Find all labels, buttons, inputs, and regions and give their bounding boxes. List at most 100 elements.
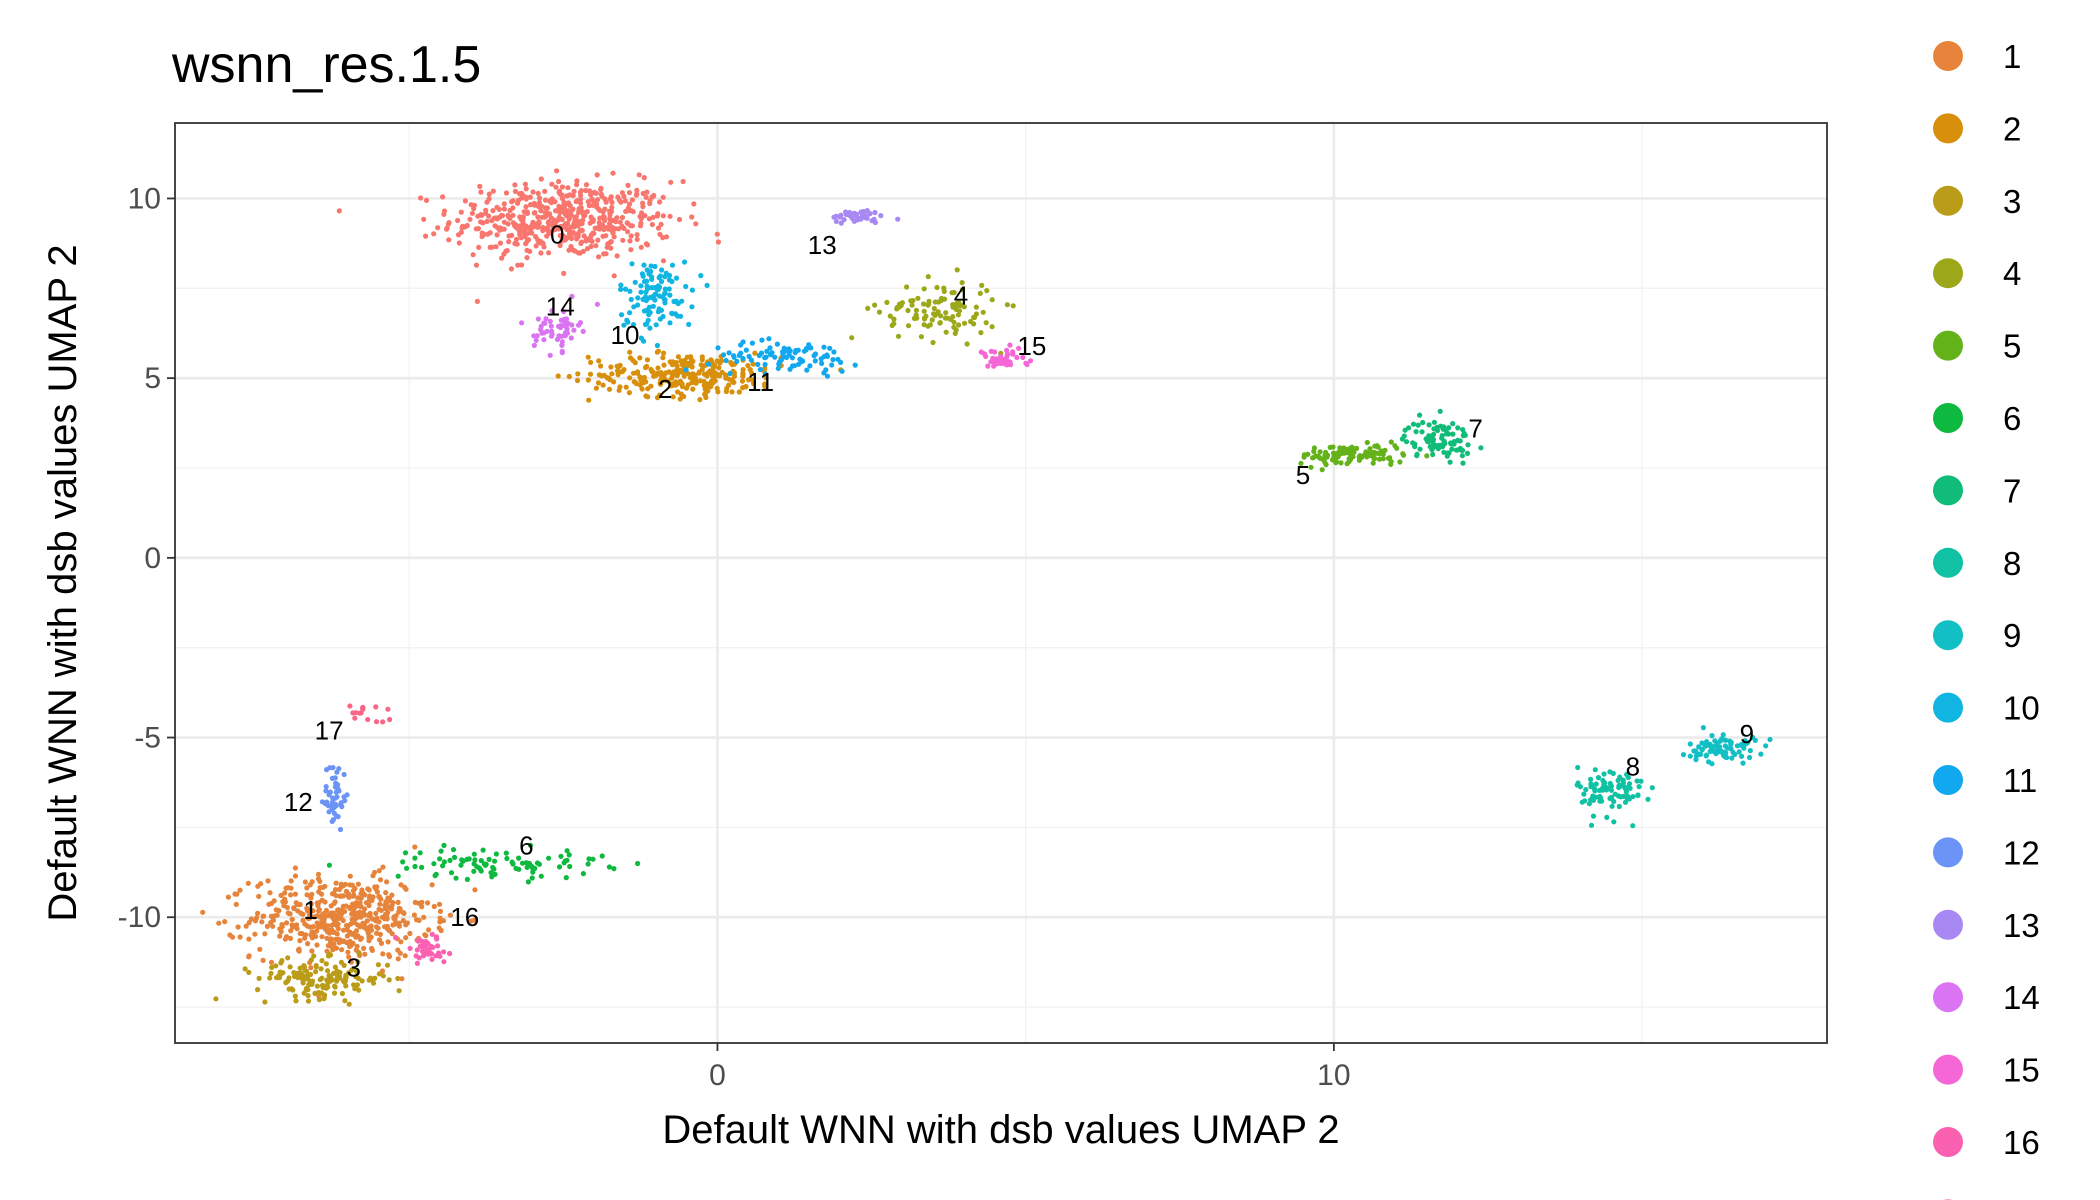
point-cluster-1 bbox=[283, 885, 289, 891]
point-cluster-5 bbox=[1397, 459, 1403, 465]
point-cluster-3 bbox=[395, 975, 401, 982]
point-cluster-16 bbox=[423, 945, 429, 951]
legend-label-8: 8 bbox=[2003, 545, 2021, 582]
point-cluster-1 bbox=[335, 926, 341, 932]
point-cluster-0 bbox=[523, 186, 529, 192]
point-cluster-16 bbox=[430, 944, 436, 950]
point-cluster-4 bbox=[945, 315, 951, 321]
point-cluster-15 bbox=[978, 349, 984, 355]
point-cluster-1 bbox=[302, 879, 308, 885]
point-cluster-3 bbox=[370, 980, 377, 986]
point-cluster-10 bbox=[683, 283, 689, 290]
point-cluster-4 bbox=[971, 314, 978, 321]
point-cluster-5 bbox=[1392, 443, 1398, 449]
point-cluster-0 bbox=[522, 234, 528, 240]
point-cluster-0 bbox=[610, 227, 616, 233]
point-cluster-2 bbox=[655, 365, 661, 371]
point-cluster-3 bbox=[302, 967, 308, 973]
point-cluster-4 bbox=[918, 334, 925, 340]
point-cluster-1 bbox=[260, 957, 266, 964]
point-cluster-5 bbox=[1388, 461, 1394, 467]
point-cluster-2 bbox=[644, 357, 651, 363]
point-cluster-11 bbox=[808, 345, 814, 351]
point-cluster-15 bbox=[1004, 347, 1010, 353]
point-cluster-1 bbox=[386, 927, 392, 933]
point-cluster-3 bbox=[273, 963, 279, 969]
point-cluster-1 bbox=[421, 914, 427, 920]
point-cluster-0 bbox=[544, 233, 550, 239]
point-cluster-0 bbox=[647, 200, 653, 207]
point-cluster-11 bbox=[749, 340, 756, 346]
point-cluster-4 bbox=[887, 313, 893, 319]
point-cluster-2 bbox=[699, 366, 705, 373]
point-cluster-6 bbox=[450, 847, 457, 853]
point-cluster-1 bbox=[387, 896, 393, 902]
point-cluster-10 bbox=[644, 307, 650, 313]
point-cluster-0 bbox=[501, 226, 507, 232]
point-cluster-4 bbox=[932, 299, 938, 305]
point-cluster-5 bbox=[1356, 457, 1362, 463]
point-cluster-10 bbox=[641, 278, 648, 285]
legend-key-4 bbox=[1933, 258, 1963, 289]
point-cluster-0 bbox=[524, 247, 530, 253]
point-cluster-10 bbox=[666, 277, 673, 283]
point-cluster-0 bbox=[503, 248, 509, 254]
point-cluster-4 bbox=[939, 296, 946, 302]
point-cluster-2 bbox=[587, 371, 594, 377]
point-cluster-2 bbox=[730, 379, 736, 385]
point-cluster-1 bbox=[294, 926, 300, 932]
point-cluster-1 bbox=[291, 906, 297, 912]
point-cluster-1 bbox=[264, 923, 270, 930]
point-cluster-4 bbox=[956, 308, 963, 314]
point-cluster-7 bbox=[1465, 442, 1471, 448]
point-cluster-6 bbox=[564, 857, 570, 863]
point-cluster-4 bbox=[849, 335, 855, 341]
point-cluster-1 bbox=[268, 920, 274, 926]
point-cluster-8 bbox=[1622, 799, 1629, 805]
point-cluster-1 bbox=[323, 907, 330, 914]
point-cluster-2 bbox=[588, 359, 594, 365]
cluster-label-2: 2 bbox=[658, 374, 672, 404]
cluster-label-6: 6 bbox=[519, 830, 533, 860]
point-cluster-3 bbox=[262, 999, 268, 1005]
point-cluster-16 bbox=[407, 945, 413, 952]
point-cluster-0 bbox=[655, 225, 662, 231]
point-cluster-6 bbox=[441, 842, 447, 849]
point-cluster-5 bbox=[1321, 456, 1327, 462]
point-cluster-0 bbox=[556, 178, 562, 185]
point-cluster-0 bbox=[477, 183, 483, 189]
point-cluster-1 bbox=[367, 913, 373, 919]
point-cluster-2 bbox=[704, 373, 710, 379]
point-cluster-0 bbox=[521, 223, 527, 229]
point-cluster-10 bbox=[630, 322, 637, 328]
point-cluster-0 bbox=[542, 188, 548, 194]
cluster-label-9: 9 bbox=[1740, 719, 1754, 749]
point-cluster-5 bbox=[1319, 467, 1325, 473]
point-cluster-0 bbox=[627, 238, 633, 244]
point-cluster-0 bbox=[625, 229, 631, 235]
point-cluster-4 bbox=[925, 274, 931, 280]
point-cluster-0 bbox=[478, 219, 484, 225]
legend-key-2 bbox=[1933, 113, 1963, 144]
cluster-label-13: 13 bbox=[808, 230, 837, 260]
point-cluster-6 bbox=[635, 860, 641, 867]
point-cluster-4 bbox=[956, 322, 962, 328]
point-cluster-2 bbox=[697, 397, 703, 403]
point-cluster-2 bbox=[660, 355, 666, 361]
point-cluster-2 bbox=[750, 361, 756, 367]
point-cluster-0 bbox=[562, 211, 568, 217]
point-cluster-9 bbox=[1718, 748, 1724, 754]
point-cluster-0 bbox=[619, 214, 626, 221]
point-cluster-14 bbox=[575, 322, 582, 328]
point-cluster-5 bbox=[1400, 452, 1407, 458]
point-cluster-2 bbox=[750, 380, 757, 387]
point-cluster-7 bbox=[1460, 447, 1466, 453]
point-cluster-3 bbox=[325, 968, 331, 974]
point-cluster-1 bbox=[308, 965, 314, 971]
point-cluster-10 bbox=[675, 313, 681, 319]
point-cluster-0 bbox=[580, 209, 586, 215]
point-cluster-1 bbox=[357, 900, 363, 906]
point-cluster-11 bbox=[824, 373, 831, 379]
point-cluster-2 bbox=[762, 383, 768, 390]
